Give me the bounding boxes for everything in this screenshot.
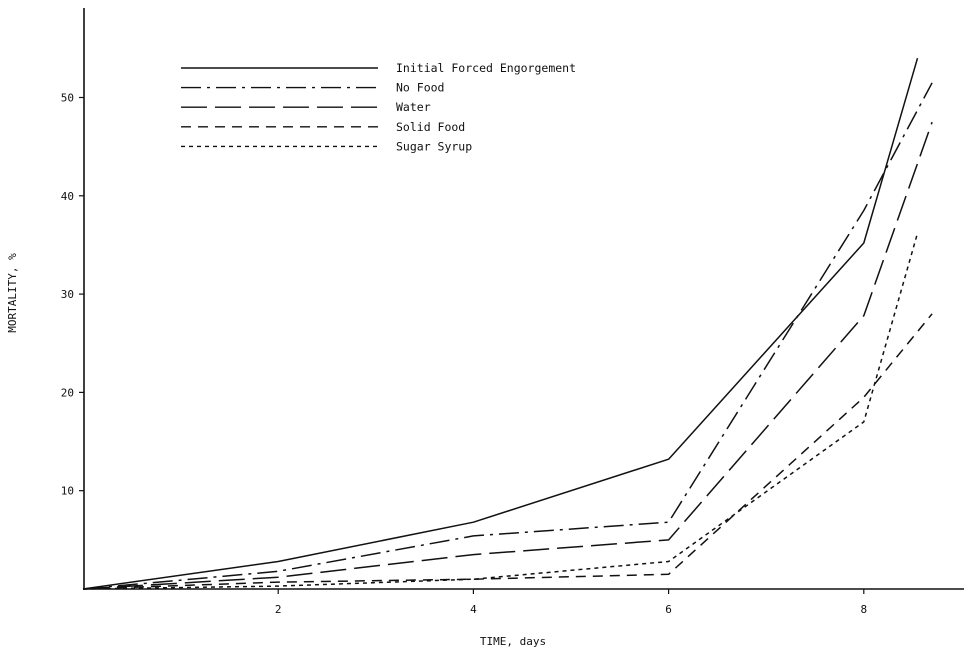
series-line-3: [82, 121, 933, 590]
x-tick-label: 8: [860, 603, 867, 616]
series-line-5: [82, 232, 919, 590]
legend-label-4: Solid Food: [396, 120, 465, 134]
series-lines: [82, 57, 933, 590]
x-tick-label: 6: [665, 603, 672, 616]
y-tick-label: 50: [61, 92, 74, 105]
x-axis-title: TIME, days: [480, 635, 546, 648]
legend-label-3: Water: [396, 100, 431, 114]
y-tick-label: 20: [61, 386, 74, 399]
y-tick-label: 10: [61, 485, 74, 498]
legend-label-1: Initial Forced Engorgement: [396, 61, 576, 75]
y-axis-title: MORTALITY, %: [6, 253, 19, 333]
legend-label-5: Sugar Syrup: [396, 139, 472, 153]
series-line-1: [82, 57, 919, 590]
series-line-4: [82, 313, 933, 590]
legend-label-2: No Food: [396, 81, 444, 95]
x-tick-label: 2: [275, 603, 282, 616]
legend: Initial Forced Engorgement No Food Water So…: [181, 61, 576, 153]
series-line-2: [82, 82, 933, 590]
x-tick-label: 4: [470, 603, 477, 616]
axes: 10 20 30 40 50 2 4 6 8: [61, 8, 964, 616]
y-tick-label: 30: [61, 288, 74, 301]
y-tick-label: 40: [61, 190, 74, 203]
